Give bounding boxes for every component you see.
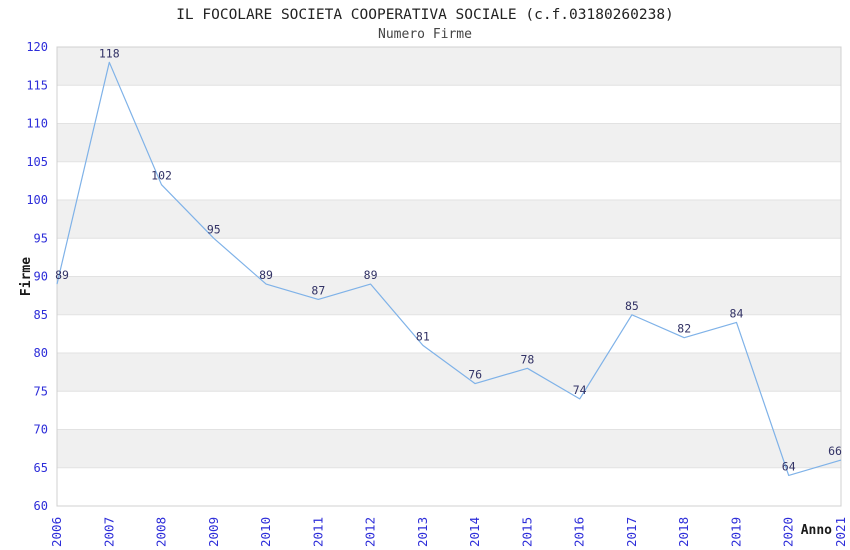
data-label: 76 — [468, 368, 482, 382]
data-label: 85 — [625, 299, 639, 313]
grid-band — [57, 276, 841, 315]
data-label: 89 — [259, 268, 273, 282]
y-axis-tick-label: 60 — [34, 499, 48, 513]
x-axis-tick-label: 2008 — [154, 517, 169, 547]
grid-band — [57, 200, 841, 239]
data-label: 118 — [99, 46, 120, 60]
x-axis-tick-label: 2020 — [781, 517, 796, 547]
grid-band — [57, 429, 841, 468]
x-axis-tick-label: 2015 — [519, 517, 534, 547]
y-axis-tick-label: 65 — [34, 461, 48, 475]
data-label: 89 — [55, 268, 69, 282]
y-axis-tick-label: 120 — [26, 40, 48, 54]
x-axis-tick-labels: 2006 2007 2008 2009 2010 2011 2012 2013 2014 2015… — [49, 517, 848, 547]
x-axis-tick-label: 2021 — [833, 517, 848, 547]
y-axis-tick-label: 115 — [26, 78, 48, 92]
x-axis-tick-label: 2012 — [363, 517, 378, 547]
data-label: 66 — [828, 444, 842, 458]
data-label: 84 — [730, 306, 744, 320]
data-label: 81 — [416, 329, 430, 343]
x-axis-tick-label: 2016 — [572, 517, 587, 547]
data-label: 78 — [520, 352, 534, 366]
x-axis-tick-label: 2007 — [101, 517, 116, 547]
grid-band — [57, 47, 841, 86]
chart-subtitle: Numero Firme — [378, 27, 472, 42]
y-axis-tick-label: 70 — [34, 423, 48, 437]
data-label: 87 — [311, 283, 325, 297]
x-axis-tick-label: 2006 — [49, 517, 64, 547]
data-labels: 89 118 102 95 89 87 89 81 76 78 74 85 82 84 64 66 — [55, 46, 842, 473]
data-label: 95 — [207, 222, 221, 236]
x-axis-tick-label: 2017 — [624, 517, 639, 547]
plot-border — [56, 46, 842, 507]
gridlines — [57, 84, 841, 469]
y-axis-tick-labels: 60 65 70 75 80 85 90 95 100 105 110 115 120 — [26, 40, 48, 513]
data-label: 82 — [677, 322, 691, 336]
grid-band — [57, 353, 841, 392]
y-axis-tick-label: 100 — [26, 193, 48, 207]
y-axis-tick-label: 85 — [34, 308, 48, 322]
plot-bands — [57, 47, 841, 468]
x-axis-title: Anno — [801, 523, 832, 538]
chart-title: IL FOCOLARE SOCIETA COOPERATIVA SOCIALE … — [176, 7, 674, 23]
x-axis-tick-label: 2014 — [467, 517, 482, 547]
y-axis-tick-label: 110 — [26, 117, 48, 131]
y-axis-tick-label: 90 — [34, 270, 48, 284]
y-axis-tick-label: 80 — [34, 346, 48, 360]
y-axis-tick-label: 105 — [26, 155, 48, 169]
data-label: 89 — [364, 268, 378, 282]
x-axis-tick-label: 2009 — [206, 517, 221, 547]
y-axis-title: Firme — [19, 257, 34, 296]
x-axis-tick-label: 2019 — [728, 517, 743, 547]
x-axis-tick-label: 2013 — [415, 517, 430, 547]
series-line — [56, 61, 842, 476]
grid-band — [57, 123, 841, 162]
y-axis-tick-label: 95 — [34, 231, 48, 245]
data-label: 74 — [573, 383, 587, 397]
data-label: 102 — [151, 169, 172, 183]
data-label: 64 — [782, 459, 796, 473]
x-axis-tick-label: 2010 — [258, 517, 273, 547]
x-axis-tick-label: 2018 — [676, 517, 691, 547]
x-axis-tick-label: 2011 — [310, 517, 325, 547]
y-axis-tick-label: 75 — [34, 384, 48, 398]
